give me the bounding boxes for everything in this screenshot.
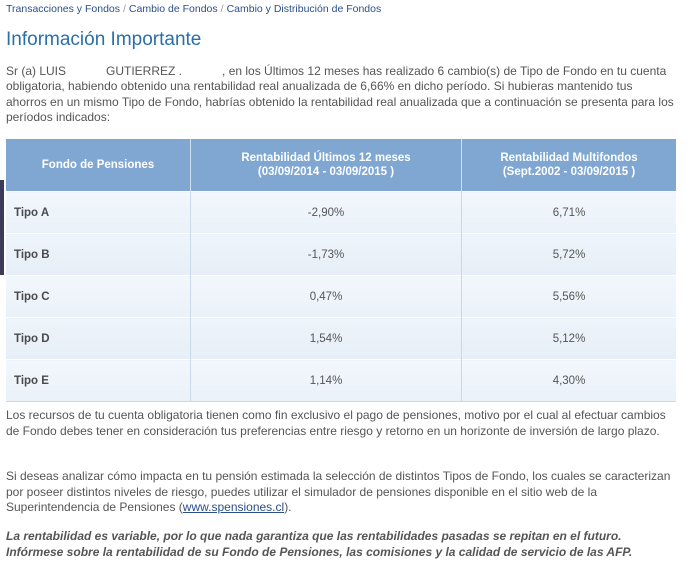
resources-paragraph: Los recursos de tu cuenta obligatoria ti… xyxy=(6,408,666,438)
fund-name: Tipo B xyxy=(6,233,191,276)
side-tab-marker[interactable] xyxy=(0,180,4,275)
header-last12: Rentabilidad Últimos 12 meses (03/09/2014… xyxy=(190,139,462,192)
fund-name: Tipo A xyxy=(6,191,191,234)
table-row: Tipo A -2,90% 6,71% xyxy=(6,191,676,234)
simulator-paragraph: Si deseas analizar cómo impacta en tu pe… xyxy=(6,469,676,516)
intro-paragraph: Sr (a) LUIS GUTIERREZ ., en los Últimos 1… xyxy=(6,64,676,126)
return-last12: -1,73% xyxy=(190,233,462,276)
return-multifondos: 4,30% xyxy=(461,359,676,402)
disclaimer: La rentabilidad es variable, por lo que … xyxy=(6,529,686,560)
return-multifondos: 5,56% xyxy=(461,275,676,318)
intro-salutation: Sr (a) LUIS xyxy=(6,64,67,78)
fund-name: Tipo E xyxy=(6,359,191,402)
table-header-row: Fondo de Pensiones Rentabilidad Últimos … xyxy=(6,139,676,192)
header-fund: Fondo de Pensiones xyxy=(6,139,191,192)
intro-surname: GUTIERREZ . xyxy=(106,64,183,78)
table-row: Tipo C 0,47% 5,56% xyxy=(6,275,676,318)
breadcrumb: Transacciones y Fondos / Cambio de Fondos /… xyxy=(6,3,381,15)
table-row: Tipo D 1,54% 5,12% xyxy=(6,317,676,360)
page-title: Información Importante xyxy=(6,29,202,50)
breadcrumb-transacciones-link[interactable]: Transacciones y Fondos xyxy=(6,3,120,15)
fund-name: Tipo D xyxy=(6,317,191,360)
table-row: Tipo E 1,14% 4,30% xyxy=(6,359,676,402)
returns-table: Fondo de Pensiones Rentabilidad Últimos … xyxy=(6,139,676,402)
return-multifondos: 5,12% xyxy=(461,317,676,360)
spensiones-link[interactable]: www.spensiones.cl xyxy=(182,500,285,514)
breadcrumb-separator: / xyxy=(123,3,126,15)
return-last12: 1,14% xyxy=(190,359,462,402)
disclaimer-line2: Infórmese sobre la rentabilidad de su Fo… xyxy=(6,544,633,559)
intro-body: , en los Últimos 12 meses has realizado … xyxy=(6,64,674,125)
table-row: Tipo B -1,73% 5,72% xyxy=(6,233,676,276)
header-multifondos: Rentabilidad Multifondos (Sept.2002 - 03/… xyxy=(461,139,676,192)
simulator-text: Si deseas analizar cómo impacta en tu pe… xyxy=(6,469,671,514)
return-multifondos: 5,72% xyxy=(461,233,676,276)
breadcrumb-separator: / xyxy=(220,3,224,15)
breadcrumb-cambio-fondos-link[interactable]: Cambio de Fondos xyxy=(128,3,218,15)
return-last12: 0,47% xyxy=(190,275,462,318)
return-last12: 1,54% xyxy=(190,317,462,360)
simulator-text-end: ). xyxy=(284,500,292,514)
breadcrumb-cambio-distribucion-link[interactable]: Cambio y Distribución de Fondos xyxy=(226,3,382,15)
return-last12: -2,90% xyxy=(190,191,462,234)
return-multifondos: 6,71% xyxy=(461,191,676,234)
fund-name: Tipo C xyxy=(6,275,191,318)
disclaimer-line1: La rentabilidad es variable, por lo que … xyxy=(6,529,622,543)
